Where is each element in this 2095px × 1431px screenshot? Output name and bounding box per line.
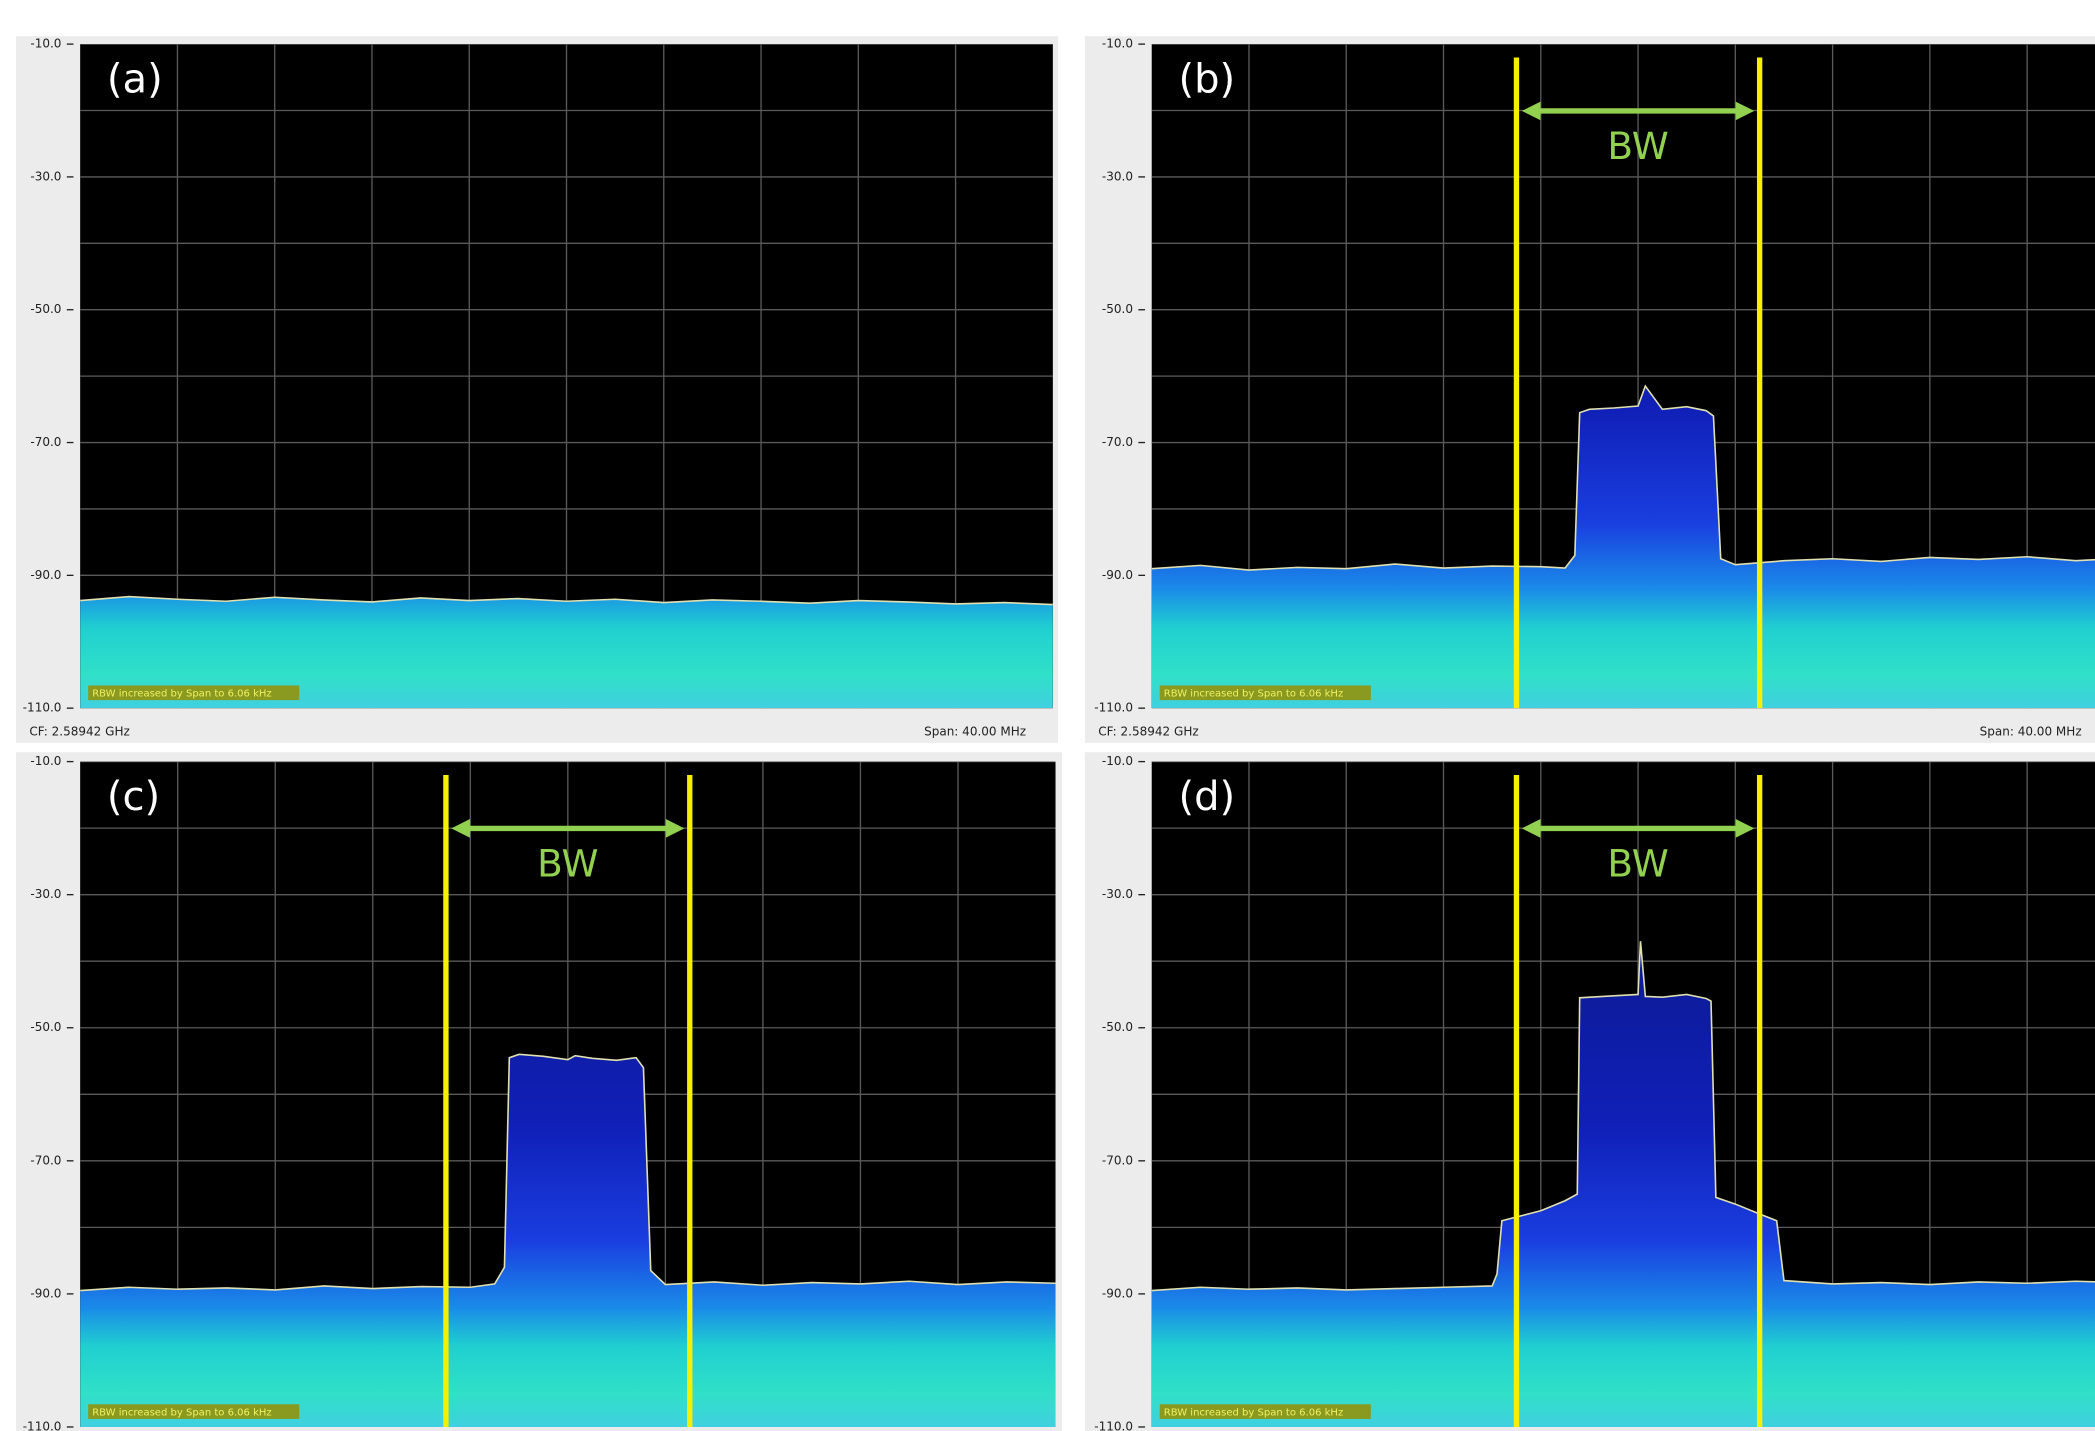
y-tick-label: -70.0	[30, 435, 61, 449]
span-label: Span: 40.00 MHz	[924, 725, 1026, 739]
plot-layer: BW (c) RBW increased by Span to 6.06 kHz	[80, 761, 1056, 1427]
bw-label: BW	[1607, 841, 1668, 885]
y-tick-label: -70.0	[30, 1153, 61, 1167]
y-tick-label: -50.0	[1102, 302, 1133, 316]
panel-label: (d)	[1178, 774, 1235, 820]
y-tick-label: -90.0	[1102, 568, 1133, 582]
y-tick-label: -90.0	[30, 568, 61, 582]
note-box	[1159, 685, 1371, 701]
bw-arrowhead	[1521, 101, 1541, 121]
bw-arrowhead	[665, 819, 685, 838]
note-box	[88, 685, 300, 701]
bw-arrowhead	[1521, 819, 1541, 838]
spectrum-area	[80, 596, 1053, 709]
y-tick-label: -110.0	[23, 701, 62, 715]
y-tick-label: -50.0	[30, 302, 61, 316]
y-tick-label: -90.0	[30, 1286, 61, 1300]
panel-label: (c)	[107, 774, 160, 820]
note-box	[1159, 1404, 1371, 1419]
y-tick-label: -30.0	[1102, 887, 1133, 901]
bw-label: BW	[1607, 124, 1668, 168]
panel-label: (a)	[107, 57, 163, 103]
note-text: RBW increased by Span to 6.06 kHz	[92, 688, 271, 699]
y-tick-label: -110.0	[1094, 701, 1133, 715]
bw-label: BW	[537, 841, 598, 885]
note-text: RBW increased by Span to 6.06 kHz	[1164, 1407, 1343, 1418]
spectrum-area	[80, 1054, 1056, 1427]
bw-arrowhead	[1735, 101, 1755, 121]
spectrum-trace	[80, 1053, 1056, 1292]
panel-label: (b)	[1178, 57, 1235, 103]
spectrum-area	[1151, 386, 2095, 709]
y-tick-label: -110.0	[1094, 1419, 1133, 1431]
plot-layer: (a) RBW increased by Span to 6.06 kHz	[80, 44, 1053, 709]
y-tick-label: -30.0	[30, 169, 61, 183]
plot-layer: BW (b) RBW increased by Span to 6.06 kHz	[1151, 44, 2095, 709]
note-box	[88, 1404, 300, 1419]
center-frequency: CF: 2.58942 GHz	[1098, 725, 1198, 739]
center-frequency: CF: 2.58942 GHz	[29, 725, 129, 739]
y-tick-label: -10.0	[1102, 754, 1133, 768]
plot-layer: BW (d) RBW increased by Span to 6.06 kHz	[1151, 761, 2095, 1427]
y-tick-label: -70.0	[1102, 435, 1133, 449]
spectrum-area	[1151, 941, 2095, 1427]
y-tick-label: -90.0	[1102, 1286, 1133, 1300]
bw-arrowhead	[451, 819, 470, 838]
note-text: RBW increased by Span to 6.06 kHz	[92, 1407, 271, 1418]
y-tick-label: -10.0	[30, 37, 61, 51]
note-text: RBW increased by Span to 6.06 kHz	[1164, 688, 1343, 699]
y-tick-label: -10.0	[1102, 37, 1133, 51]
y-tick-label: -30.0	[1102, 169, 1133, 183]
bw-arrowhead	[1735, 819, 1755, 838]
y-tick-label: -50.0	[30, 1020, 61, 1034]
spectrum-trace	[80, 595, 1053, 606]
y-tick-label: -70.0	[1102, 1153, 1133, 1167]
y-tick-label: -30.0	[30, 887, 61, 901]
spectrum-trace	[1151, 941, 2095, 1292]
y-tick-label: -10.0	[30, 754, 61, 768]
y-tick-label: -50.0	[1102, 1020, 1133, 1034]
y-tick-label: -110.0	[23, 1419, 62, 1431]
spectrum-trace	[1151, 384, 2095, 571]
span-label: Span: 40.00 MHz	[1980, 725, 2082, 739]
